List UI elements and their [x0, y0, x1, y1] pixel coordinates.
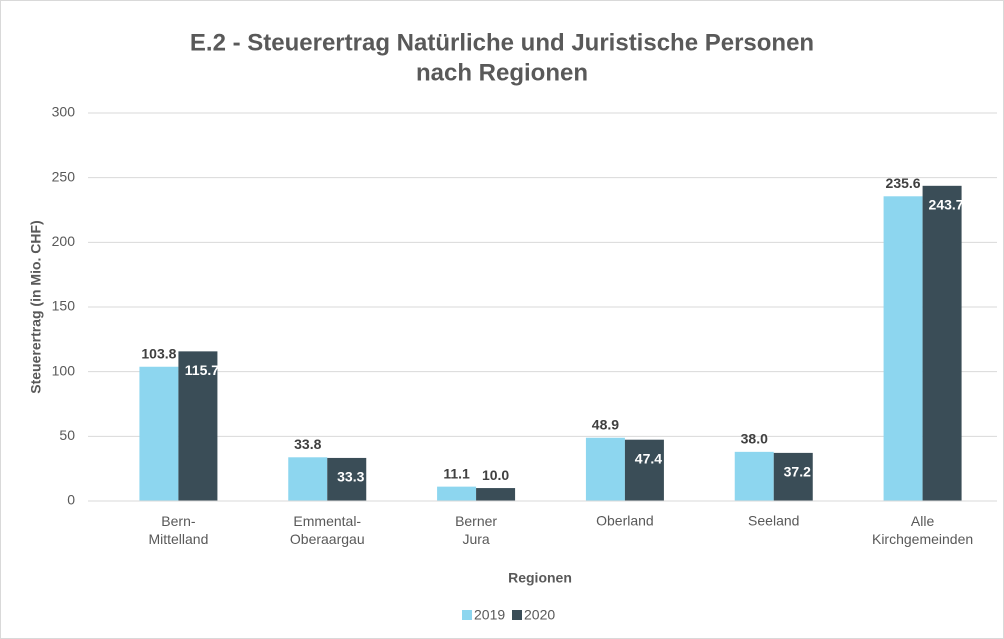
x-axis-title: Regionen [508, 570, 572, 586]
value-label: 103.8 [141, 345, 176, 361]
value-label: 115.7 [185, 362, 219, 378]
legend-swatch [512, 610, 522, 620]
value-label: 33.8 [294, 436, 321, 452]
chart-title: nach Regionen [416, 59, 588, 86]
x-tick-label: Emmental-Oberaargau [290, 513, 365, 547]
value-label: 38.0 [741, 431, 768, 447]
bar [773, 452, 813, 501]
x-tick-label: Oberland [596, 513, 654, 529]
value-label: 235.6 [886, 175, 921, 191]
value-label: 48.9 [592, 416, 619, 432]
value-label: 37.2 [784, 464, 811, 480]
value-label: 47.4 [635, 450, 662, 466]
bar [139, 366, 179, 501]
bar [922, 185, 962, 501]
x-tick-label: Berner Jura [455, 513, 497, 547]
y-axis-title: Steuerertrag (in Mio. CHF) [28, 220, 44, 393]
chart-title: E.2 - Steuerertrag Natürliche und Jurist… [190, 29, 814, 56]
value-label: 10.0 [482, 467, 509, 483]
value-label: 243.7 [929, 197, 964, 213]
legend-label: 2019 [474, 607, 505, 623]
value-label: 33.3 [337, 469, 364, 485]
bar [585, 437, 625, 501]
y-tick-label: 150 [52, 298, 76, 314]
y-tick-label: 0 [67, 492, 75, 508]
bar [883, 196, 923, 502]
y-tick-label: 100 [52, 362, 76, 378]
legend-label: 2020 [524, 607, 555, 623]
bar [288, 457, 328, 501]
x-tick-label: Alle Kirchgemeinden [872, 513, 973, 547]
bar [327, 457, 367, 501]
y-tick-label: 300 [52, 104, 76, 120]
x-tick-label: Seeland [748, 513, 799, 529]
bar [624, 439, 664, 501]
bar [437, 486, 477, 501]
bar [734, 451, 774, 501]
y-tick-label: 50 [59, 427, 75, 443]
y-tick-label: 200 [52, 233, 76, 249]
bar [178, 351, 218, 501]
x-tick-label: Bern-Mittelland [148, 513, 208, 547]
legend-swatch [462, 610, 472, 620]
bar [476, 488, 516, 501]
y-tick-label: 250 [52, 168, 76, 184]
value-label: 11.1 [443, 465, 470, 481]
